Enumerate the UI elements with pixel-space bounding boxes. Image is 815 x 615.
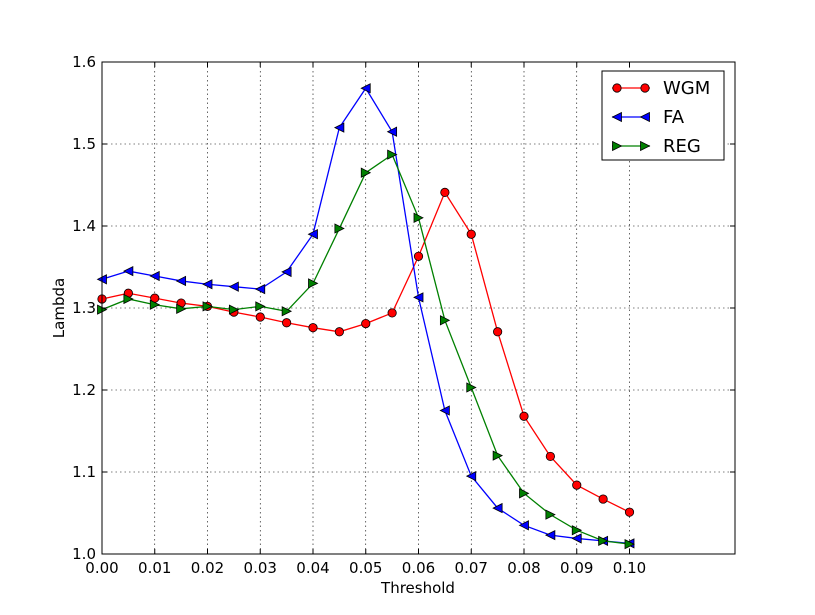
x-tick-label: 0.00 xyxy=(85,559,118,577)
data-point-reg xyxy=(360,167,372,178)
x-tick-label: 0.06 xyxy=(402,559,435,577)
series-fa xyxy=(96,83,635,549)
y-tick-label: 1.6 xyxy=(72,53,96,71)
y-tick-label: 1.2 xyxy=(72,381,96,399)
legend-label-fa: FA xyxy=(663,107,685,128)
legend-marker-fa xyxy=(639,111,650,123)
data-point-fa xyxy=(571,533,582,544)
legend-label-wgm: WGM xyxy=(663,78,710,99)
data-point-fa xyxy=(228,281,239,292)
data-point-wgm xyxy=(413,251,424,261)
data-point-fa xyxy=(492,502,503,514)
data-point-fa xyxy=(175,275,187,287)
series-wgm xyxy=(97,187,635,517)
data-point-reg xyxy=(624,539,635,550)
series-line-wgm xyxy=(101,190,630,513)
legend-marker-fa xyxy=(611,111,622,123)
data-point-reg xyxy=(255,301,266,312)
y-tick-label: 1.5 xyxy=(72,135,96,153)
legend-box xyxy=(601,70,725,161)
data-point-wgm xyxy=(361,318,371,329)
x-tick-label: 0.09 xyxy=(560,559,593,577)
data-point-wgm xyxy=(440,187,450,197)
data-point-reg xyxy=(176,303,187,314)
x-tick-label: 0.03 xyxy=(244,559,277,577)
x-tick-label: 0.10 xyxy=(613,559,646,577)
data-point-reg xyxy=(149,299,161,310)
data-point-wgm xyxy=(624,507,635,517)
data-point-wgm xyxy=(545,451,555,462)
y-tick-label: 1.4 xyxy=(72,217,96,235)
ticks: 0.00 0.01 0.02 0.03 0.04 0.05 0.06 0.07 0.08 0.09… xyxy=(72,53,736,577)
data-point-fa xyxy=(544,529,556,541)
data-point-fa xyxy=(254,283,266,295)
data-point-reg xyxy=(492,450,504,461)
series-layer xyxy=(96,83,635,550)
data-point-wgm xyxy=(466,229,476,239)
data-point-fa xyxy=(149,270,160,282)
legend-marker-reg xyxy=(612,140,623,152)
data-point-reg xyxy=(571,525,583,536)
data-point-reg xyxy=(413,212,424,223)
data-point-wgm xyxy=(572,480,582,490)
x-tick-label: 0.07 xyxy=(455,559,488,577)
data-point-fa xyxy=(202,279,213,290)
data-point-reg xyxy=(308,278,319,289)
legend-marker-wgm xyxy=(612,83,622,93)
data-point-fa xyxy=(307,229,318,240)
data-point-wgm xyxy=(255,312,265,322)
series-reg xyxy=(97,149,635,550)
y-tick-label: 1.1 xyxy=(72,463,96,481)
data-point-reg xyxy=(228,304,240,315)
data-point-wgm xyxy=(519,411,529,421)
data-point-fa xyxy=(281,266,292,278)
y-tick-label: 1.0 xyxy=(72,545,96,563)
data-point-fa xyxy=(518,520,529,531)
legend: WGM FA REG xyxy=(601,70,725,161)
x-tick-label: 0.01 xyxy=(138,559,171,577)
x-tick-label: 0.08 xyxy=(507,559,540,577)
data-point-reg xyxy=(281,306,293,317)
data-point-wgm xyxy=(387,308,397,318)
data-point-wgm xyxy=(282,318,292,328)
y-axis-title: Lambda xyxy=(50,278,68,338)
data-point-fa xyxy=(439,405,450,416)
x-axis-title: Threshold xyxy=(380,579,455,597)
legend-marker-reg xyxy=(640,140,651,152)
data-point-wgm xyxy=(308,323,318,333)
x-tick-label: 0.05 xyxy=(349,559,382,577)
data-point-wgm xyxy=(598,494,608,504)
data-point-fa xyxy=(360,83,371,94)
data-point-reg xyxy=(387,149,398,160)
legend-marker-wgm xyxy=(640,83,650,93)
x-tick-label: 0.02 xyxy=(191,559,224,577)
data-point-reg xyxy=(466,382,477,393)
data-point-fa xyxy=(122,265,134,277)
data-point-fa xyxy=(386,126,398,137)
data-point-fa xyxy=(333,122,345,133)
data-point-fa xyxy=(465,470,477,482)
data-point-reg xyxy=(439,315,451,326)
data-point-reg xyxy=(545,509,556,520)
legend-label-reg: REG xyxy=(663,136,701,157)
data-point-fa xyxy=(413,292,424,303)
data-point-reg xyxy=(202,301,213,312)
data-point-reg xyxy=(334,223,345,234)
data-point-reg xyxy=(123,293,134,305)
x-tick-label: 0.04 xyxy=(296,559,329,577)
data-point-wgm xyxy=(334,327,344,337)
y-tick-label: 1.3 xyxy=(72,299,96,317)
data-point-reg xyxy=(519,488,530,499)
data-point-wgm xyxy=(493,327,503,337)
data-point-reg xyxy=(598,535,609,547)
